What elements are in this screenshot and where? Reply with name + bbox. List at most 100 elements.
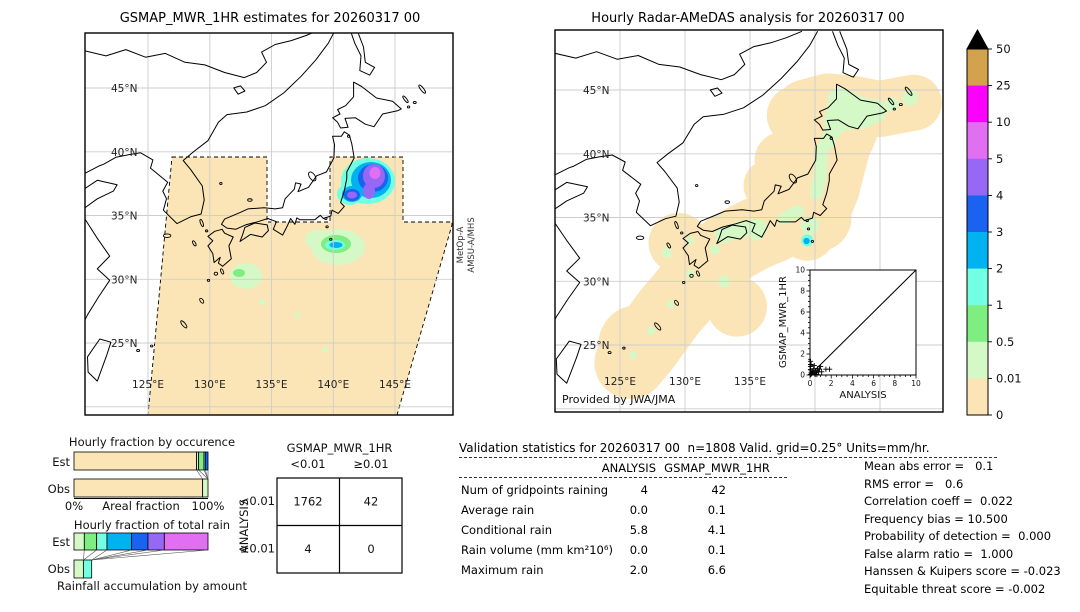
rain-cell: [230, 263, 262, 289]
bar-segment: [73, 532, 85, 551]
island: [219, 181, 223, 185]
stat-label: Conditional rain: [461, 523, 553, 537]
island: [149, 344, 154, 348]
score-line: Frequency bias = 10.500: [864, 511, 1008, 526]
light-rain: [709, 244, 720, 255]
rain-cell: [322, 347, 328, 353]
island: [810, 239, 815, 243]
tick-label: 4: [850, 379, 855, 388]
score-line: Correlation coeff = 0.022: [864, 494, 1013, 508]
colorbar-segment: [967, 195, 988, 233]
contingency-table: GSMAP_MWR_1HR <0.01 ≥0.01 ANALYSIS <0.01…: [237, 441, 403, 574]
island: [192, 240, 197, 247]
row-label-obs: Obs: [48, 562, 70, 576]
island: [806, 227, 811, 231]
coastline: [85, 33, 314, 79]
island: [635, 235, 645, 241]
left-map-title: GSMAP_MWR_1HR estimates for 20260317 00: [119, 11, 421, 26]
colorbar-segment: [967, 378, 988, 416]
colorbar-segment: [967, 85, 988, 123]
lon-tick: 145°E: [379, 379, 411, 391]
tick-label: 8: [892, 379, 897, 388]
coastline: [207, 228, 234, 267]
rain-cell: [363, 183, 375, 199]
island: [829, 136, 833, 140]
coastline: [555, 31, 819, 227]
bar-segment: [82, 559, 93, 579]
light-rain: [862, 98, 887, 123]
light-rain: [901, 89, 918, 106]
colorbar-segment: [967, 232, 988, 269]
right-map-title: Hourly Radar-AMeDAS analysis for 2026031…: [591, 11, 905, 26]
scatter-point: [816, 366, 823, 372]
island: [206, 278, 211, 282]
island: [904, 86, 913, 96]
colorbar-segment: [967, 122, 988, 160]
tick-label: 8: [800, 287, 805, 296]
island: [898, 103, 903, 107]
light-rain: [629, 351, 637, 360]
island: [199, 218, 204, 228]
connector: [91, 549, 165, 561]
island: [674, 299, 680, 306]
cell-value: 1762: [293, 495, 322, 509]
colorbar-tick: 0: [996, 408, 1003, 422]
light-rain: [647, 326, 656, 335]
row-label-obs: Obs: [48, 482, 70, 496]
coastline: [221, 131, 355, 236]
lat-tick: 40°N: [583, 149, 609, 161]
colorbar-segment: [967, 158, 988, 196]
score-line: False alarm ratio = 1.000: [864, 546, 1014, 561]
lat-tick: 45°N: [583, 85, 609, 97]
coastline: [832, 31, 859, 78]
bar-segment: [204, 451, 209, 471]
right-map-frame: [554, 29, 944, 413]
light-rain: [686, 269, 695, 278]
inset-ylabel: GSMAP_MWR_1HR: [778, 276, 789, 368]
row-label-est: Est: [52, 535, 70, 549]
island: [325, 225, 329, 229]
tick-label: 2: [800, 350, 805, 359]
colorbar-tick: 0.01: [996, 371, 1022, 385]
inset-scatter: 00 2 2 4 4 6 6 8 8 10 10: [795, 266, 921, 388]
row-header: ≥0.01: [240, 542, 275, 556]
identity-line: [809, 269, 917, 376]
occurrence-title: Hourly fraction by occurence: [69, 435, 235, 449]
island: [418, 84, 426, 94]
scatter-point: [814, 371, 820, 378]
connector: [205, 469, 209, 480]
stat-label: Average rain: [461, 503, 535, 517]
stat-analysis-value: 0.0: [629, 503, 648, 517]
scatter-point: [811, 362, 817, 369]
col-header: <0.01: [290, 457, 325, 471]
scatter-point: [807, 358, 814, 364]
score-line: Probability of detection = 0.000: [864, 529, 1052, 543]
coastline: [85, 33, 335, 225]
stat-gsmap-value: 42: [711, 483, 726, 497]
connector: [91, 549, 132, 561]
x-axis-label: Areal fraction: [102, 499, 180, 513]
stat-gsmap-value: 6.6: [707, 563, 726, 577]
connector: [83, 549, 97, 561]
island: [324, 217, 328, 220]
scatter-point: [827, 366, 833, 372]
validation-header: Validation statistics for 20260317 00 n=…: [459, 441, 930, 455]
coastline: [696, 133, 838, 238]
island: [204, 229, 209, 233]
lon-tick: 135°E: [256, 379, 288, 391]
colorbar-tick: 3: [996, 225, 1003, 239]
island: [180, 320, 188, 329]
tick-label: 2: [829, 379, 834, 388]
lat-tick: 45°N: [111, 83, 137, 95]
colorbar-tick: 25: [996, 79, 1011, 93]
rain-cell: [294, 312, 300, 318]
tick-label: 10: [911, 379, 921, 388]
bar-segment: [73, 478, 204, 498]
coastline: [332, 81, 402, 129]
lon-tick: 125°E: [132, 379, 164, 391]
colorbar-tick: 50: [996, 42, 1011, 56]
x-max-label: 100%: [192, 499, 225, 513]
row-header: <0.01: [240, 494, 275, 508]
island: [247, 198, 253, 202]
island: [622, 346, 626, 350]
